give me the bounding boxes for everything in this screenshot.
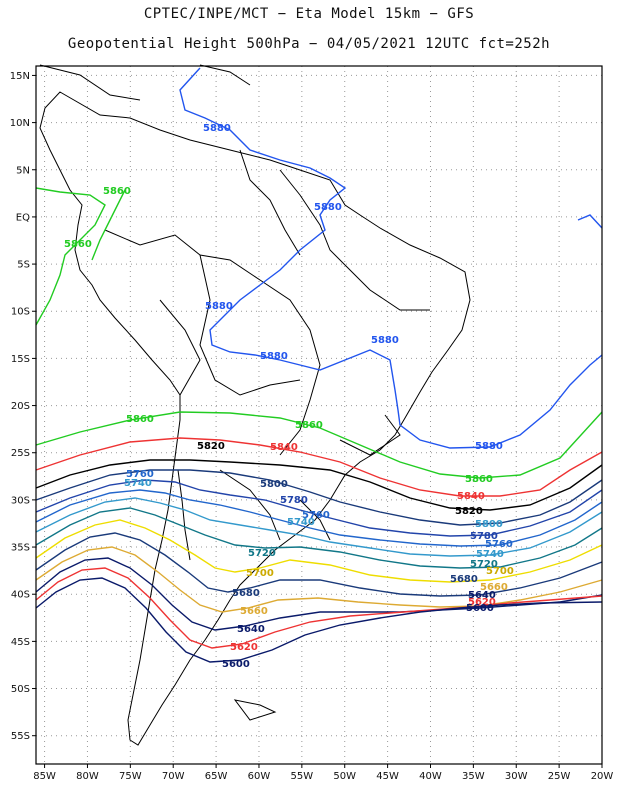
lon-tick-label: 75W xyxy=(119,771,142,782)
lat-tick-label: 10S xyxy=(11,307,30,318)
contour-label: 5640 xyxy=(237,624,265,635)
lon-tick-label: 45W xyxy=(376,771,399,782)
lon-tick-label: 50W xyxy=(333,771,356,782)
map-frame xyxy=(35,65,603,765)
longitude-tick-labels: 85W 80W 75W 70W 65W 60W 55W 50W 45W 40W 35W 30W 25W 2… xyxy=(33,764,613,782)
contour-label: 5880 xyxy=(475,441,503,452)
lon-tick-label: 60W xyxy=(248,771,271,782)
contour-label: 5700 xyxy=(246,568,274,579)
contour-label: 5640 xyxy=(468,590,496,601)
contour-label: 5740 xyxy=(476,549,504,560)
contour-5860-west xyxy=(35,187,106,326)
contour-label: 5760 xyxy=(485,539,513,550)
contour-label: 5700 xyxy=(486,566,514,577)
lat-tick-label: 10N xyxy=(10,118,30,129)
contour-label: 5860 xyxy=(126,414,154,425)
lat-tick-label: EQ xyxy=(16,212,30,223)
contour-5800 xyxy=(35,469,603,526)
lat-tick-label: 30S xyxy=(11,495,30,506)
contour-label: 5880 xyxy=(371,335,399,346)
lat-tick-label: 45S xyxy=(11,637,30,648)
contour-labels: 5880 5880 5880 5880 5880 5880 5860 5860 … xyxy=(64,123,514,670)
contour-5860-east xyxy=(91,189,126,261)
contour-label: 5680 xyxy=(450,574,478,585)
contour-label: 5880 xyxy=(314,202,342,213)
lat-tick-label: 25S xyxy=(11,448,30,459)
contour-5820 xyxy=(35,459,603,511)
contour-label: 5720 xyxy=(470,559,498,570)
contour-5700 xyxy=(35,519,603,583)
lat-tick-label: 40S xyxy=(11,590,30,601)
contour-label: 5600 xyxy=(222,659,250,670)
lat-tick-label: 55S xyxy=(11,731,30,742)
contour-5860 xyxy=(35,411,603,479)
contour-label: 5860 xyxy=(103,186,131,197)
contour-5780 xyxy=(35,479,603,537)
lon-tick-label: 25W xyxy=(548,771,571,782)
lon-tick-label: 55W xyxy=(291,771,314,782)
contour-label: 5780 xyxy=(280,495,308,506)
contour-5720 xyxy=(35,507,603,569)
lat-tick-label: 50S xyxy=(11,684,30,695)
contour-label: 5880 xyxy=(205,301,233,312)
map-title-line1: CPTEC/INPE/MCT − Eta Model 15km − GFS xyxy=(143,6,475,22)
lat-tick-label: 5N xyxy=(16,165,30,176)
contour-label: 5820 xyxy=(197,441,225,452)
lon-tick-label: 35W xyxy=(462,771,485,782)
lat-tick-label: 20S xyxy=(11,401,30,412)
contour-label: 5820 xyxy=(455,506,483,517)
lon-tick-label: 30W xyxy=(505,771,528,782)
lon-tick-label: 65W xyxy=(205,771,228,782)
latitude-tick-labels: 15N 10N 5N EQ 5S 10S 15S 20S 25S 30S 35S 40S 45S 50S 5… xyxy=(10,71,36,742)
contour-label: 5660 xyxy=(240,606,268,617)
contour-5880-north xyxy=(179,67,603,449)
contour-label: 5760 xyxy=(302,510,330,521)
contour-5600 xyxy=(35,577,603,663)
contour-label: 5860 xyxy=(465,474,493,485)
contour-lines xyxy=(35,67,603,663)
lon-tick-label: 20W xyxy=(591,771,614,782)
contour-label: 5780 xyxy=(470,531,498,542)
contour-label: 5800 xyxy=(475,519,503,530)
contour-label: 5740 xyxy=(287,517,315,528)
lon-tick-label: 70W xyxy=(162,771,185,782)
contour-label: 5800 xyxy=(260,479,288,490)
contour-5640 xyxy=(35,557,603,631)
map-title-line2: Geopotential Height 500hPa − 04/05/2021 … xyxy=(67,36,551,52)
contour-label: 5600 xyxy=(466,603,494,614)
contour-label: 5680 xyxy=(232,588,260,599)
lon-tick-label: 85W xyxy=(33,771,56,782)
contour-label: 5620 xyxy=(230,642,258,653)
contour-5760 xyxy=(35,489,603,547)
lat-tick-label: 15S xyxy=(11,354,30,365)
lon-tick-label: 80W xyxy=(76,771,99,782)
contour-5880-islands xyxy=(577,214,603,229)
contour-label: 5840 xyxy=(457,491,485,502)
lat-tick-label: 5S xyxy=(17,260,30,271)
contour-label: 5740 xyxy=(124,478,152,489)
contour-5740 xyxy=(35,497,603,557)
contour-5680 xyxy=(35,532,603,597)
contour-label: 5660 xyxy=(480,582,508,593)
lon-tick-label: 40W xyxy=(419,771,442,782)
contour-label: 5880 xyxy=(203,123,231,134)
lat-tick-label: 15N xyxy=(10,71,30,82)
contour-label: 5760 xyxy=(126,469,154,480)
contour-label: 5860 xyxy=(295,420,323,431)
contour-5840 xyxy=(35,437,603,497)
contour-label: 5720 xyxy=(248,548,276,559)
contour-label: 5860 xyxy=(64,239,92,250)
lat-tick-label: 35S xyxy=(11,543,30,554)
coastline-south-america xyxy=(39,64,471,746)
lat-lon-grid xyxy=(36,66,603,764)
contour-label: 5880 xyxy=(260,351,288,362)
contour-label: 5620 xyxy=(468,597,496,608)
contour-label: 5840 xyxy=(270,442,298,453)
